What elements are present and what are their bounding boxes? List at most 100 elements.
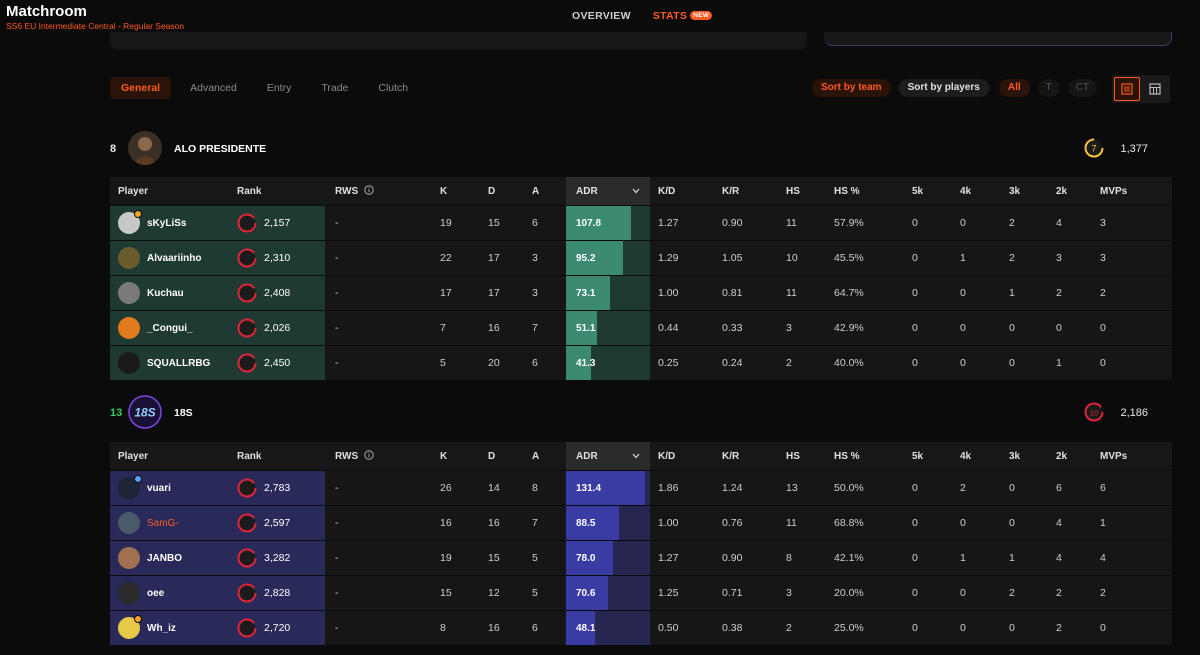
column-header-adr[interactable]: ADR (566, 442, 650, 470)
avatar[interactable] (118, 352, 140, 374)
tab-general[interactable]: General (110, 77, 172, 99)
team-logo[interactable] (128, 131, 162, 165)
stat-k: 26 (440, 482, 452, 494)
column-header-k4[interactable]: 4k (952, 442, 1001, 470)
player-name[interactable]: vuari (147, 482, 171, 494)
tab-clutch[interactable]: Clutch (378, 82, 409, 94)
player-cell[interactable]: Kuchau (110, 276, 237, 310)
table-row[interactable]: Kuchau 2,408 - 17 17 3 73.1 1.00 0.81 11 64.7% 0 0 1 2… (110, 276, 1172, 311)
player-name[interactable]: _Congui_ (147, 322, 193, 334)
adr-bar (566, 576, 609, 610)
table-row[interactable]: JANBO 3,282 - 19 15 5 78.0 1.27 0.90 8 42.1% 0 1 1 4 4 (110, 541, 1172, 576)
player-name[interactable]: JANBO (147, 552, 183, 564)
avatar[interactable] (118, 317, 140, 339)
column-header-label: HS (786, 185, 800, 197)
tab-overview[interactable]: OVERVIEW (572, 10, 631, 22)
column-header-a[interactable]: A (528, 177, 566, 205)
stat-hsp: 50.0% (834, 482, 864, 494)
column-header-d[interactable]: D (480, 177, 528, 205)
column-header-k4[interactable]: 4k (952, 177, 1001, 205)
team-name[interactable]: ALO PRESIDENTE (174, 143, 267, 155)
column-header-label: D (488, 450, 496, 462)
stat-hs: 11 (786, 517, 797, 529)
column-header-hs[interactable]: HS (776, 442, 828, 470)
player-name[interactable]: Wh_iz (147, 622, 176, 634)
sort-by-team-button[interactable]: Sort by team (812, 79, 891, 97)
column-header-kr[interactable]: K/R (712, 177, 776, 205)
column-header-rws[interactable]: RWS (325, 177, 432, 205)
column-header-k2[interactable]: 2k (1048, 177, 1096, 205)
player-cell[interactable]: JANBO (110, 541, 237, 575)
column-header-mvp[interactable]: MVPs (1096, 442, 1152, 470)
player-name[interactable]: sKyLiSs (147, 217, 187, 229)
table-row[interactable]: sKyLiSs 2,157 - 19 15 6 107.8 1.27 0.90 11 57.9% 0 0… (110, 206, 1172, 241)
column-header-kr[interactable]: K/R (712, 442, 776, 470)
sort-by-players-button[interactable]: Sort by players (898, 79, 989, 97)
player-cell[interactable]: oee (110, 576, 237, 610)
column-header-k[interactable]: K (432, 177, 480, 205)
side-ct-button[interactable]: CT (1067, 79, 1098, 97)
column-header-rank[interactable]: Rank (237, 177, 325, 205)
player-cell[interactable]: sKyLiSs (110, 206, 237, 240)
column-header-k5[interactable]: 5k (904, 177, 952, 205)
player-cell[interactable]: Alvaariinho (110, 241, 237, 275)
tab-entry[interactable]: Entry (266, 82, 292, 94)
column-header-mvp[interactable]: MVPs (1096, 177, 1152, 205)
column-header-hsp[interactable]: HS % (828, 442, 904, 470)
tab-trade[interactable]: Trade (321, 82, 349, 94)
player-name[interactable]: SQUALLRBG (147, 357, 211, 369)
column-header-rws[interactable]: RWS (325, 442, 432, 470)
competition-link[interactable]: SS6 EU Intermediate Central - Regular Se… (6, 21, 185, 31)
column-header-hs[interactable]: HS (776, 177, 828, 205)
avatar[interactable] (118, 582, 140, 604)
side-t-button[interactable]: T (1037, 79, 1060, 97)
column-header-k3[interactable]: 3k (1001, 442, 1048, 470)
column-header-rank[interactable]: Rank (237, 442, 325, 470)
player-name[interactable]: oee (147, 587, 165, 599)
column-header-k2[interactable]: 2k (1048, 442, 1096, 470)
avatar[interactable] (118, 282, 140, 304)
sort-chevron-icon[interactable] (632, 186, 640, 197)
team-name[interactable]: 18S (174, 407, 193, 419)
table-row[interactable]: Alvaariinho 2,310-22 17 3 95.2 1.29 1.05 10 45.5… (110, 241, 1172, 276)
team-logo[interactable]: 18S (128, 395, 162, 429)
column-header-adr[interactable]: ADR (566, 177, 650, 205)
column-header-k3[interactable]: 3k (1001, 177, 1048, 205)
table-row[interactable]: vuari 2,783 - 26 14 8 131.4 1.86 1.24 13 50.0% 0 2 0 6… (110, 471, 1172, 506)
avatar[interactable] (118, 210, 142, 234)
avatar[interactable] (118, 475, 142, 499)
column-header-kd[interactable]: K/D (650, 442, 712, 470)
player-cell[interactable]: SQUALLRBG (110, 346, 237, 380)
avatar[interactable] (118, 512, 140, 534)
table-row[interactable]: _Congui_ 2,026 - 7 16 7 51.1 0.44 0.33 3 42.9% 0 0 0 0… (110, 311, 1172, 346)
side-all-button[interactable]: All (998, 79, 1030, 97)
grid-view-button[interactable] (1142, 77, 1168, 101)
avatar[interactable] (118, 615, 142, 639)
player-cell[interactable]: Wh_iz (110, 611, 237, 645)
info-icon[interactable] (364, 184, 374, 198)
list-view-button[interactable] (1114, 77, 1140, 101)
column-header-player[interactable]: Player (110, 442, 237, 470)
avatar[interactable] (118, 247, 140, 269)
column-header-a[interactable]: A (528, 442, 566, 470)
player-name[interactable]: Alvaariinho (147, 252, 202, 264)
avatar[interactable] (118, 547, 140, 569)
table-row[interactable]: SQUALLRBG 2,450 - 5 20 6 41.3 0.25 0.24 2 40.0% 0 0 0… (110, 346, 1172, 381)
player-cell[interactable]: _Congui_ (110, 311, 237, 345)
table-row[interactable]: Wh_iz 2,720 - 8 16 6 48.1 0.50 0.38 2 25.0% 0 0 0 2 0 (110, 611, 1172, 646)
player-name[interactable]: SamG- (147, 517, 179, 529)
player-cell[interactable]: SamG- (110, 506, 237, 540)
tab-advanced[interactable]: Advanced (190, 82, 237, 94)
column-header-k[interactable]: K (432, 442, 480, 470)
column-header-player[interactable]: Player (110, 177, 237, 205)
table-row[interactable]: SamG- 2,597 - 16 16 7 88.5 1.00 0.76 11 68.8% 0 0 0 4 1 (110, 506, 1172, 541)
column-header-k5[interactable]: 5k (904, 442, 952, 470)
column-header-hsp[interactable]: HS % (828, 177, 904, 205)
player-cell[interactable]: vuari (110, 471, 237, 505)
player-name[interactable]: Kuchau (147, 287, 184, 299)
info-icon[interactable] (364, 449, 374, 463)
sort-chevron-icon[interactable] (632, 451, 640, 462)
column-header-d[interactable]: D (480, 442, 528, 470)
table-row[interactable]: oee 2,828 - 15 12 5 70.6 1.25 0.71 3 20.0% 0 0 2 2 2 (110, 576, 1172, 611)
column-header-kd[interactable]: K/D (650, 177, 712, 205)
